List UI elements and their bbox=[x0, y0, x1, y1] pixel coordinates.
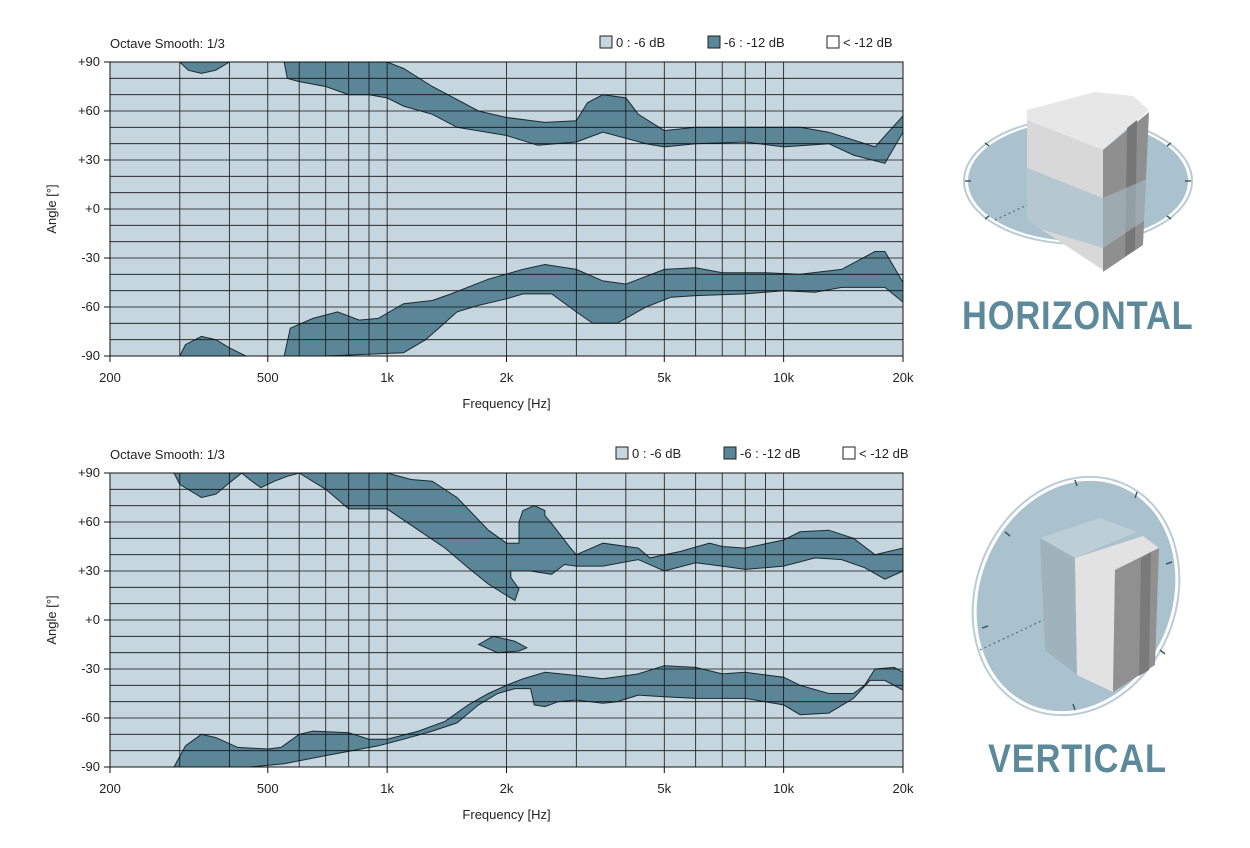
legend-swatch bbox=[599, 35, 613, 49]
vertical-chart: +90 +60 +30 +0 -30 -60 -90 200 500 1k 2k 5k 10k 20k Fr… bbox=[44, 446, 914, 822]
region-6-12-db bbox=[110, 61, 904, 164]
legend-label: -6 : -12 dB bbox=[740, 446, 801, 461]
y-tick-label: -60 bbox=[81, 299, 100, 314]
legend-label: 0 : -6 dB bbox=[632, 446, 681, 461]
cabinet-back-face bbox=[1040, 518, 1137, 558]
x-tick-label: 5k bbox=[657, 370, 671, 385]
horizontal-title: HORIZONTAL bbox=[962, 294, 1194, 338]
y-tick-label: -60 bbox=[81, 710, 100, 725]
x-tick-label: 200 bbox=[99, 370, 121, 385]
vertical-dispersion-ellipse-outline bbox=[971, 475, 1181, 717]
legend-label: < -12 dB bbox=[859, 446, 909, 461]
x-tick-label: 20k bbox=[893, 781, 914, 796]
y-tick-label: +30 bbox=[78, 563, 100, 578]
y-tick-label: +30 bbox=[78, 152, 100, 167]
cabinet-front-face bbox=[1075, 536, 1159, 692]
x-tick-label: 20k bbox=[893, 370, 914, 385]
region-6-12-db bbox=[110, 665, 904, 768]
horizontal-chart: +90 +60 +30 +0 -30 -60 -90 200 500 1k 2k 5k 10k 20k Fr… bbox=[44, 35, 914, 411]
horizontal-cabinet-illustration bbox=[963, 92, 1193, 272]
chart-title: Octave Smooth: 1/3 bbox=[110, 447, 225, 462]
ellipse-overlay-front bbox=[1027, 168, 1103, 248]
vertical-dispersion-ticks bbox=[981, 479, 1173, 711]
y-tick-label: +60 bbox=[78, 103, 100, 118]
legend-label: 0 : -6 dB bbox=[616, 35, 665, 50]
y-tick-label: +60 bbox=[78, 514, 100, 529]
ellipse-overlay-side bbox=[1103, 178, 1149, 248]
x-tick-label: 10k bbox=[773, 781, 794, 796]
cabinet-right-edge bbox=[1139, 552, 1151, 676]
vertical-title: VERTICAL bbox=[988, 737, 1167, 781]
y-axis-label: Angle [°] bbox=[44, 184, 59, 233]
x-tick-label: 1k bbox=[380, 370, 394, 385]
plot-border bbox=[109, 472, 904, 768]
x-tick-label: 2k bbox=[500, 370, 514, 385]
y-axis-label: Angle [°] bbox=[44, 595, 59, 644]
x-tick-label: 10k bbox=[773, 370, 794, 385]
y-tick-label: +90 bbox=[78, 54, 100, 69]
legend-swatch bbox=[826, 35, 840, 49]
legend-swatch bbox=[842, 446, 856, 460]
x-tick-label: 500 bbox=[257, 781, 279, 796]
x-tick-label: 1k bbox=[380, 781, 394, 796]
y-tick-label: -90 bbox=[81, 759, 100, 774]
legend-swatch bbox=[707, 35, 721, 49]
cabinet-left-face bbox=[1040, 538, 1077, 675]
plot-border bbox=[109, 61, 904, 357]
legend-swatch bbox=[723, 446, 737, 460]
y-tick-label: -30 bbox=[81, 250, 100, 265]
legend-label: < -12 dB bbox=[843, 35, 893, 50]
x-tick-label: 5k bbox=[657, 781, 671, 796]
y-tick-label: -90 bbox=[81, 348, 100, 363]
x-tick-label: 200 bbox=[99, 781, 121, 796]
x-tick-label: 2k bbox=[500, 781, 514, 796]
y-tick-label: +0 bbox=[85, 612, 100, 627]
x-axis-label: Frequency [Hz] bbox=[462, 807, 550, 822]
y-tick-label: +0 bbox=[85, 201, 100, 216]
cabinet-right-face bbox=[1113, 548, 1159, 692]
y-tick-label: -30 bbox=[81, 661, 100, 676]
legend-swatch bbox=[615, 446, 629, 460]
chart-title: Octave Smooth: 1/3 bbox=[110, 36, 225, 51]
legend-label: -6 : -12 dB bbox=[724, 35, 785, 50]
x-tick-label: 500 bbox=[257, 370, 279, 385]
y-tick-label: +90 bbox=[78, 465, 100, 480]
vertical-cabinet-illustration bbox=[971, 475, 1181, 717]
cabinet-top bbox=[1027, 92, 1149, 150]
x-axis-label: Frequency [Hz] bbox=[462, 396, 550, 411]
